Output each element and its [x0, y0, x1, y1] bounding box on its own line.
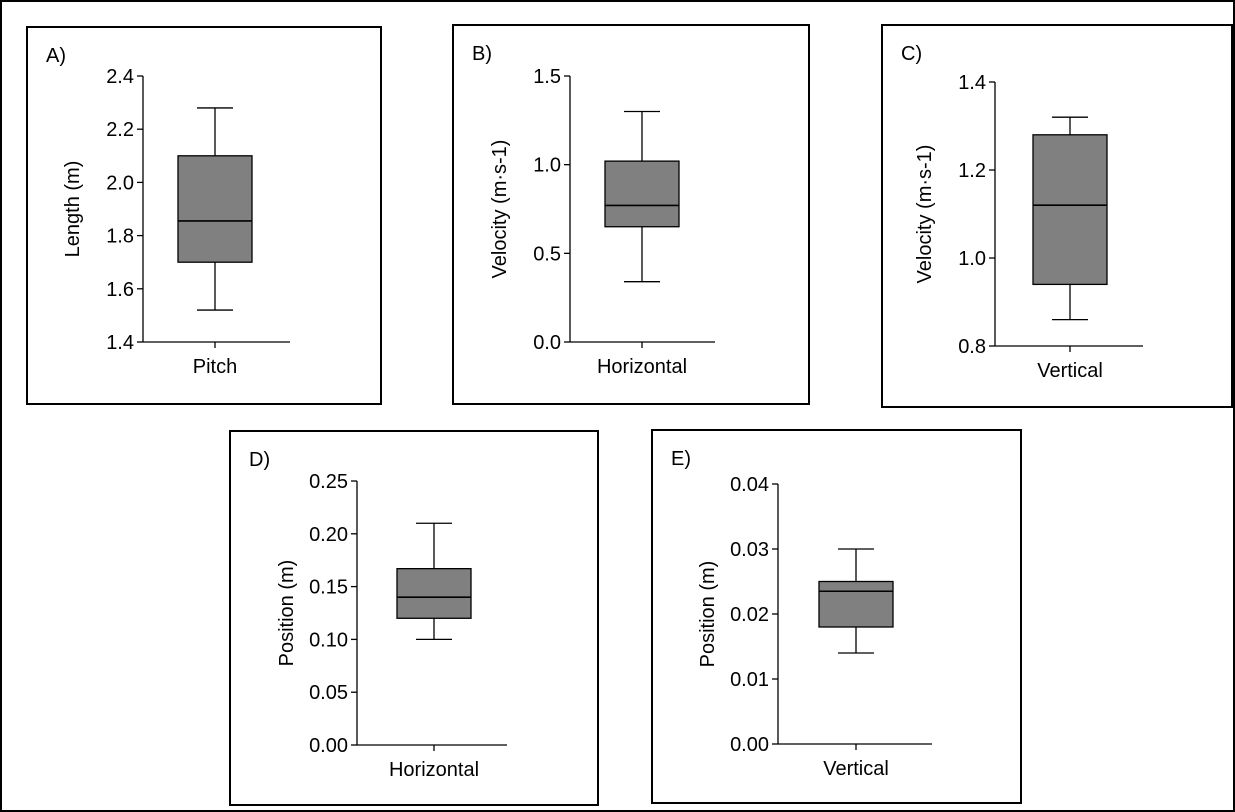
y-tick-label: 1.4	[106, 332, 134, 354]
y-tick-label: 1.6	[106, 279, 134, 301]
y-axis-label: Velocity (m·s-1)	[489, 140, 511, 279]
y-tick-label: 0.5	[533, 243, 561, 265]
y-tick-label: 0.8	[958, 336, 986, 358]
panels: A) 1.4 1.6 1.8 2.0 2.2 2.4 Pitch Length (m) B) 0.0…	[26, 24, 1233, 806]
x-tick-label: Vertical	[823, 758, 889, 780]
iqr-box	[177, 155, 253, 263]
y-tick-label: 0.03	[730, 539, 769, 561]
panel-label: D)	[249, 449, 270, 471]
y-tick-label: 0.25	[309, 471, 348, 493]
panel-b: B) 0.0 0.5 1.0 1.5 Horizontal Velocity (m·s-1)	[452, 24, 810, 405]
panel-label: E)	[671, 448, 691, 470]
panel-d: D) 0.00 0.05 0.10 0.15 0.20 0.25 Horizontal Posi…	[229, 430, 599, 806]
y-tick-label: 0.00	[309, 735, 348, 757]
iqr-box	[1032, 134, 1108, 286]
y-axis-label: Velocity (m·s-1)	[914, 145, 936, 284]
x-tick-label: Vertical	[1037, 360, 1103, 382]
y-tick-label: 0.15	[309, 577, 348, 599]
y-axis-label: Length (m)	[62, 161, 84, 258]
y-tick-label: 1.0	[533, 155, 561, 177]
y-tick-label: 2.0	[106, 172, 134, 194]
y-tick-label: 0.01	[730, 669, 769, 691]
y-axis-label: Position (m)	[697, 561, 719, 668]
y-tick-label: 2.4	[106, 66, 134, 88]
panel-label: A)	[46, 45, 66, 67]
y-axis-label: Position (m)	[276, 560, 298, 667]
y-tick-label: 0.04	[730, 474, 769, 496]
panel-a: A) 1.4 1.6 1.8 2.0 2.2 2.4 Pitch Length (m)	[26, 26, 382, 405]
x-tick-label: Horizontal	[597, 356, 687, 378]
y-tick-label: 1.2	[958, 160, 986, 182]
y-tick-label: 1.0	[958, 248, 986, 270]
y-tick-label: 0.10	[309, 629, 348, 651]
y-tick-label: 2.2	[106, 119, 134, 141]
y-tick-label: 0.0	[533, 332, 561, 354]
y-tick-label: 0.00	[730, 734, 769, 756]
panel-c: C) 0.8 1.0 1.2 1.4 Vertical Velocity (m·s-1)	[881, 24, 1233, 408]
y-tick-label: 0.20	[309, 524, 348, 546]
iqr-box	[604, 160, 680, 228]
y-tick-label: 0.05	[309, 682, 348, 704]
panel-label: B)	[472, 43, 492, 65]
y-tick-label: 0.02	[730, 604, 769, 626]
panel-label: C)	[901, 43, 922, 65]
x-tick-label: Horizontal	[389, 759, 479, 781]
y-tick-label: 1.8	[106, 226, 134, 248]
y-tick-label: 1.4	[958, 72, 986, 94]
x-tick-label: Pitch	[193, 356, 237, 378]
iqr-box	[396, 567, 472, 619]
panel-e: E) 0.00 0.01 0.02 0.03 0.04 Vertical Position (…	[651, 429, 1022, 804]
iqr-box	[818, 580, 894, 628]
y-tick-label: 1.5	[533, 66, 561, 88]
